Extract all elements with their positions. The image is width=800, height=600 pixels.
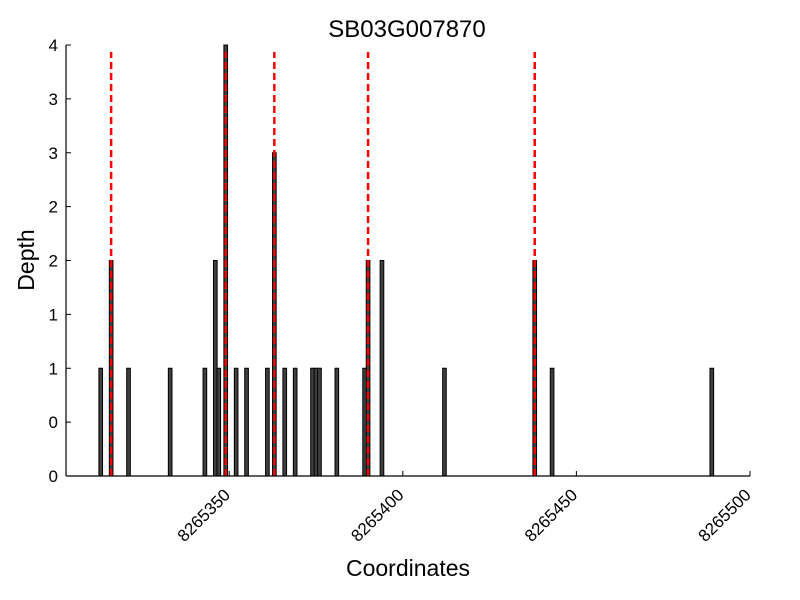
y-tick-label-4: 2 — [49, 252, 58, 271]
marker-lines-layer — [109, 52, 536, 476]
x-axis-label: Coordinates — [346, 555, 470, 581]
bar-6 — [216, 367, 222, 477]
y-tick-label-1: 0 — [49, 413, 58, 432]
bar-24 — [709, 367, 715, 477]
y-tick-label-7: 3 — [49, 90, 58, 109]
bar-8 — [233, 367, 239, 477]
y-tick-label-5: 2 — [49, 198, 58, 217]
bar-19 — [365, 260, 371, 477]
y-tick-label-0: 0 — [49, 467, 58, 486]
bar-22 — [532, 260, 538, 477]
bar-4 — [202, 367, 208, 477]
y-tick-label-6: 3 — [49, 144, 58, 163]
y-axis-label: Depth — [13, 229, 39, 290]
x-tick-label-3: 8265500 — [695, 485, 755, 545]
bar-9 — [244, 367, 249, 477]
bars-layer — [98, 44, 715, 477]
bar-20 — [379, 260, 385, 477]
bar-23 — [549, 367, 555, 477]
y-tick-label-8: 4 — [49, 36, 58, 55]
bar-13 — [292, 367, 298, 477]
bar-12 — [282, 367, 288, 477]
bar-21 — [442, 367, 447, 477]
y-tick-label-2: 1 — [49, 359, 58, 378]
bar-0 — [98, 367, 104, 477]
y-tick-label-3: 1 — [49, 305, 58, 324]
x-tick-label-2: 8265450 — [521, 485, 581, 545]
bar-10 — [265, 367, 270, 477]
y-ticks-layer: 0 0 1 1 2 2 3 3 4 — [49, 36, 71, 486]
bar-2 — [126, 367, 131, 477]
bar-3 — [167, 367, 173, 477]
bar-17 — [334, 367, 340, 477]
x-tick-label-1: 8265400 — [347, 485, 407, 545]
x-tick-label-0: 8265350 — [174, 485, 234, 545]
x-ticks-layer: 8265350 8265400 8265450 8265500 — [174, 471, 755, 546]
bar-1 — [108, 260, 114, 477]
bar-16 — [317, 367, 322, 477]
chart-title: SB03G007870 — [328, 16, 485, 43]
